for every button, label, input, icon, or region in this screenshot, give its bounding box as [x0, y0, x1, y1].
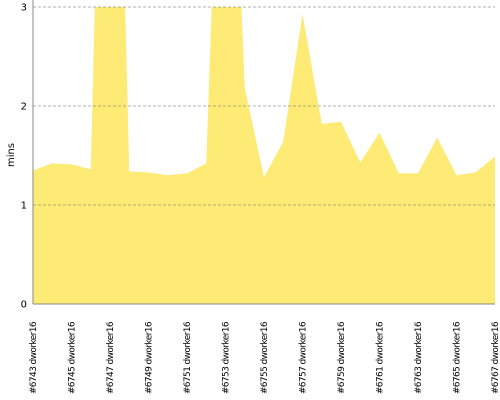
y-tick-label: 1 [21, 201, 27, 212]
x-tick-label: #6749 dworker16 [145, 321, 155, 394]
x-tick-label: #6747 dworker16 [106, 321, 116, 394]
x-tick-label: #6745 dworker16 [68, 321, 78, 394]
x-tick-label: #6743 dworker16 [29, 321, 39, 394]
x-tick-label: #6753 dworker16 [222, 321, 232, 394]
x-tick-label: #6759 dworker16 [337, 321, 347, 394]
x-tick-label: #6757 dworker16 [299, 321, 309, 394]
y-tick-label: 0 [21, 300, 27, 311]
y-tick-label: 3 [21, 3, 27, 14]
x-tick-label: #6765 dworker16 [453, 321, 463, 394]
area [33, 7, 495, 304]
x-tick-label: #6761 dworker16 [376, 321, 386, 394]
y-axis-label: mins [6, 143, 17, 167]
x-tick-label: #6755 dworker16 [260, 321, 270, 394]
x-tick-label: #6767 dworker16 [491, 321, 500, 394]
y-tick-label: 2 [21, 102, 27, 113]
x-tick-label: #6751 dworker16 [183, 321, 193, 394]
x-tick-label: #6763 dworker16 [414, 321, 424, 394]
